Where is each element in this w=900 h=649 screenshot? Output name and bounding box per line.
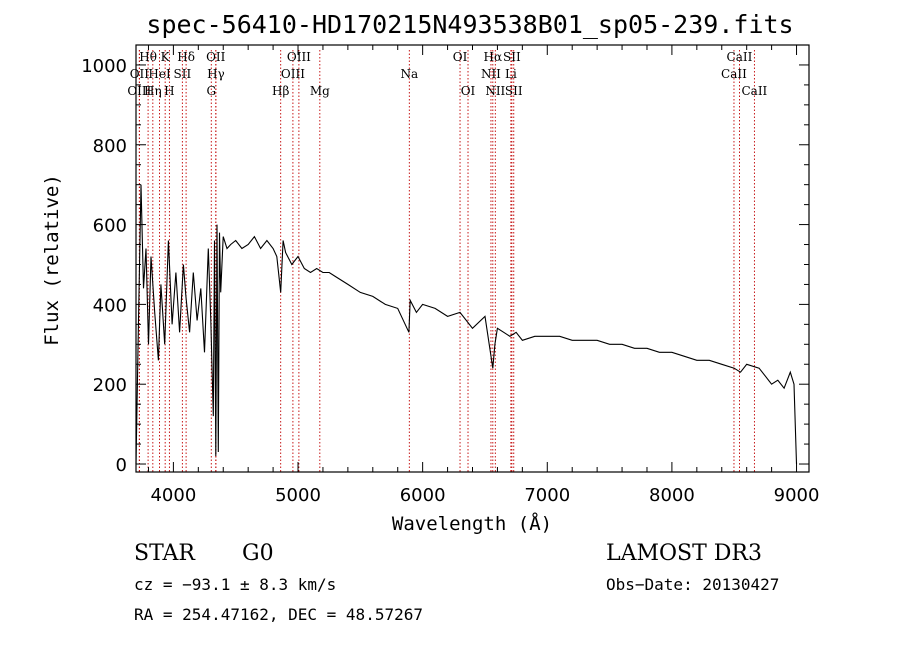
plot-frame	[135, 44, 810, 473]
spectral-line-label: Hγ	[207, 67, 225, 81]
spectral-subclass: G0	[242, 541, 274, 566]
spectral-line-label: G	[206, 84, 216, 98]
redshift-velocity: cz = −93.1 ± 8.3 km/s	[134, 575, 336, 594]
spectral-line-label: OIII	[287, 50, 311, 64]
y-axis-label: Flux (relative)	[41, 174, 63, 346]
y-tick-label: 200	[93, 375, 127, 396]
spectral-line-label: OII	[206, 50, 226, 64]
axis-ticks	[136, 45, 809, 472]
spectral-line-label: CaII	[741, 84, 767, 98]
y-tick-label: 600	[93, 216, 127, 237]
spectral-line-label: HeI	[148, 67, 171, 81]
survey-name: LAMOST DR3	[606, 541, 762, 566]
spectrum-line	[135, 184, 798, 465]
spectral-line-markers	[138, 50, 755, 472]
spectral-line-label: K	[161, 50, 171, 64]
object-type: STAR	[134, 541, 196, 566]
y-tick-labels: 0 200 400 600 800 1000	[81, 56, 127, 476]
spectral-line-label: OI	[453, 50, 468, 64]
x-tick-label: 8000	[649, 485, 695, 506]
spectral-line-label: OI	[461, 84, 476, 98]
spectral-line-label: Hη	[144, 84, 162, 98]
observation-date: Obs−Date: 20130427	[606, 575, 779, 594]
x-tick-label: 6000	[400, 485, 446, 506]
spectral-line-label: CaII	[727, 50, 753, 64]
spectral-line-label: CaII	[721, 67, 747, 81]
spectral-line-label: Hβ	[272, 84, 289, 98]
spectral-line-labels: Hθ OII OIII K HeI Hη H Hδ SII OII Hγ G OIII OIII Hβ Mg N…	[127, 50, 767, 98]
spectral-line-label: Hθ	[139, 50, 157, 64]
spectral-line-label: SII	[505, 84, 523, 98]
spectral-line-label: OIII	[281, 67, 305, 81]
y-tick-label: 0	[116, 455, 127, 476]
spectral-line-label: SII	[503, 50, 521, 64]
chart-title: spec-56410-HD170215N493538B01_sp05-239.f…	[146, 10, 793, 39]
spectral-line-label: NII	[485, 84, 505, 98]
x-tick-label: 7000	[524, 485, 570, 506]
x-axis-label: Wavelength (Å)	[392, 512, 552, 535]
y-tick-label: 1000	[81, 56, 127, 77]
x-tick-labels: 4000 5000 6000 7000 8000 9000	[150, 485, 819, 506]
coordinates: RA = 254.47162, DEC = 48.57267	[134, 605, 423, 624]
spectral-line-label: H	[164, 84, 174, 98]
spectral-line-label: NII	[481, 67, 501, 81]
spectral-line-label: Li	[505, 67, 517, 81]
x-tick-label: 9000	[774, 485, 820, 506]
x-tick-label: 4000	[150, 485, 196, 506]
spectral-line-label: Mg	[310, 84, 330, 98]
x-tick-label: 5000	[275, 485, 321, 506]
spectral-line-label: SII	[174, 67, 192, 81]
spectral-line-label: Hα	[484, 50, 503, 64]
spectral-line-label: OIII	[127, 84, 151, 98]
y-tick-label: 400	[93, 295, 127, 316]
y-tick-label: 800	[93, 136, 127, 157]
spectral-line-label: OII	[130, 67, 150, 81]
spectral-line-label: Hδ	[177, 50, 195, 64]
spectral-line-label: Na	[400, 67, 418, 81]
